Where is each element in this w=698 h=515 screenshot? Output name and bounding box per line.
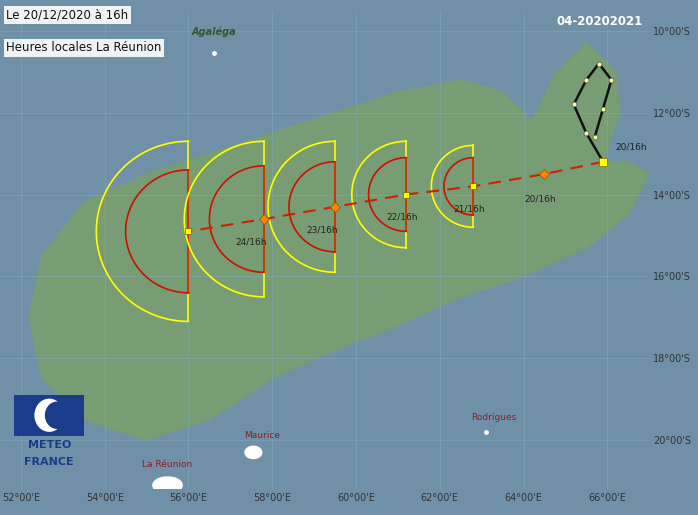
Circle shape xyxy=(45,402,69,429)
Text: 22/16h: 22/16h xyxy=(386,213,418,222)
Text: 23/16h: 23/16h xyxy=(306,225,339,234)
Bar xyxy=(14,394,84,436)
Text: 21/16h: 21/16h xyxy=(453,205,485,214)
Text: Rodrigues: Rodrigues xyxy=(472,413,517,422)
Circle shape xyxy=(34,399,64,432)
Text: Maurice: Maurice xyxy=(244,431,280,440)
Text: 24/16h: 24/16h xyxy=(235,237,267,247)
Polygon shape xyxy=(245,447,262,458)
Text: 04-20202021: 04-20202021 xyxy=(556,14,643,28)
Text: Agaléga: Agaléga xyxy=(191,26,236,37)
Text: FRANCE: FRANCE xyxy=(24,457,74,467)
Text: METEO: METEO xyxy=(27,439,71,450)
Polygon shape xyxy=(29,43,649,440)
Text: 20/16h: 20/16h xyxy=(524,195,556,203)
Text: La Réunion: La Réunion xyxy=(142,460,193,469)
Text: Heures locales La Réunion: Heures locales La Réunion xyxy=(6,41,162,54)
Text: Le 20/12/2020 à 16h: Le 20/12/2020 à 16h xyxy=(6,8,128,22)
Polygon shape xyxy=(153,477,182,493)
Text: 20/16h: 20/16h xyxy=(616,143,647,151)
